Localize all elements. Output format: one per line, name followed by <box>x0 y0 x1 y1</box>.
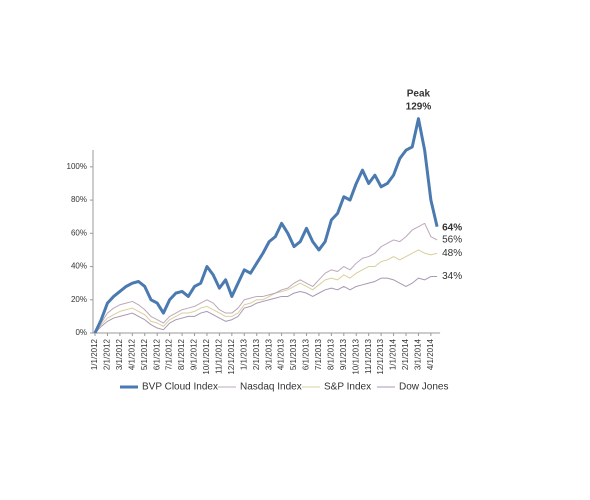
x-tick-label: 9/1/2012 <box>190 338 199 370</box>
x-tick-label: 2/1/2014 <box>401 338 410 370</box>
y-tick-label: 40% <box>71 262 87 271</box>
legend-label: Dow Jones <box>399 382 448 393</box>
x-tick-label: 8/1/2012 <box>177 338 186 370</box>
x-tick-label: 1/1/2012 <box>90 338 99 370</box>
x-tick-label: 5/1/2013 <box>289 338 298 370</box>
x-tick-label: 6/1/2012 <box>152 338 161 370</box>
x-tick-label: 1/1/2014 <box>389 338 398 370</box>
legend-label: Nasdaq Index <box>240 382 302 393</box>
value-label: 34% <box>442 271 462 282</box>
x-tick-label: 11/1/2013 <box>364 338 373 374</box>
series-line <box>93 117 439 334</box>
x-tick-label: 4/1/2013 <box>277 338 286 370</box>
series-line <box>94 276 438 334</box>
x-tick-label: 12/1/2012 <box>227 338 236 374</box>
y-tick-label: 60% <box>71 228 87 237</box>
annotation: Peak <box>407 88 431 99</box>
value-label: 56% <box>442 235 462 246</box>
x-tick-label: 3/1/2014 <box>414 338 423 370</box>
value-label: 129% <box>406 101 432 112</box>
x-tick-label: 10/1/2012 <box>202 338 211 374</box>
x-tick-label: 8/1/2013 <box>326 338 335 370</box>
x-tick-label: 1/1/2013 <box>239 338 248 370</box>
x-tick-label: 3/1/2012 <box>115 338 124 370</box>
x-tick-label: 5/1/2012 <box>140 338 149 370</box>
y-tick-label: 100% <box>67 162 87 171</box>
value-label: 48% <box>442 248 462 259</box>
value-label: 64% <box>442 222 462 233</box>
x-tick-label: 3/1/2013 <box>264 338 273 370</box>
x-tick-label: 7/1/2013 <box>314 338 323 370</box>
x-tick-label: 2/1/2013 <box>252 338 261 370</box>
x-tick-label: 4/1/2012 <box>127 338 136 370</box>
series-line <box>94 222 438 334</box>
y-tick-label: 80% <box>71 195 87 204</box>
x-tick-label: 12/1/2013 <box>376 338 385 374</box>
series-line <box>94 249 438 334</box>
x-tick-label: 2/1/2012 <box>103 338 112 370</box>
y-tick-label: 0% <box>75 328 87 337</box>
x-tick-label: 4/1/2014 <box>426 338 435 370</box>
x-tick-label: 10/1/2013 <box>351 338 360 374</box>
x-tick-label: 6/1/2013 <box>302 338 311 370</box>
legend-label: BVP Cloud Index <box>142 382 218 393</box>
legend-label: S&P Index <box>324 382 371 393</box>
x-tick-label: 7/1/2012 <box>165 338 174 370</box>
x-tick-label: 11/1/2012 <box>215 338 224 374</box>
y-tick-label: 20% <box>71 295 87 304</box>
x-tick-label: 9/1/2013 <box>339 338 348 370</box>
